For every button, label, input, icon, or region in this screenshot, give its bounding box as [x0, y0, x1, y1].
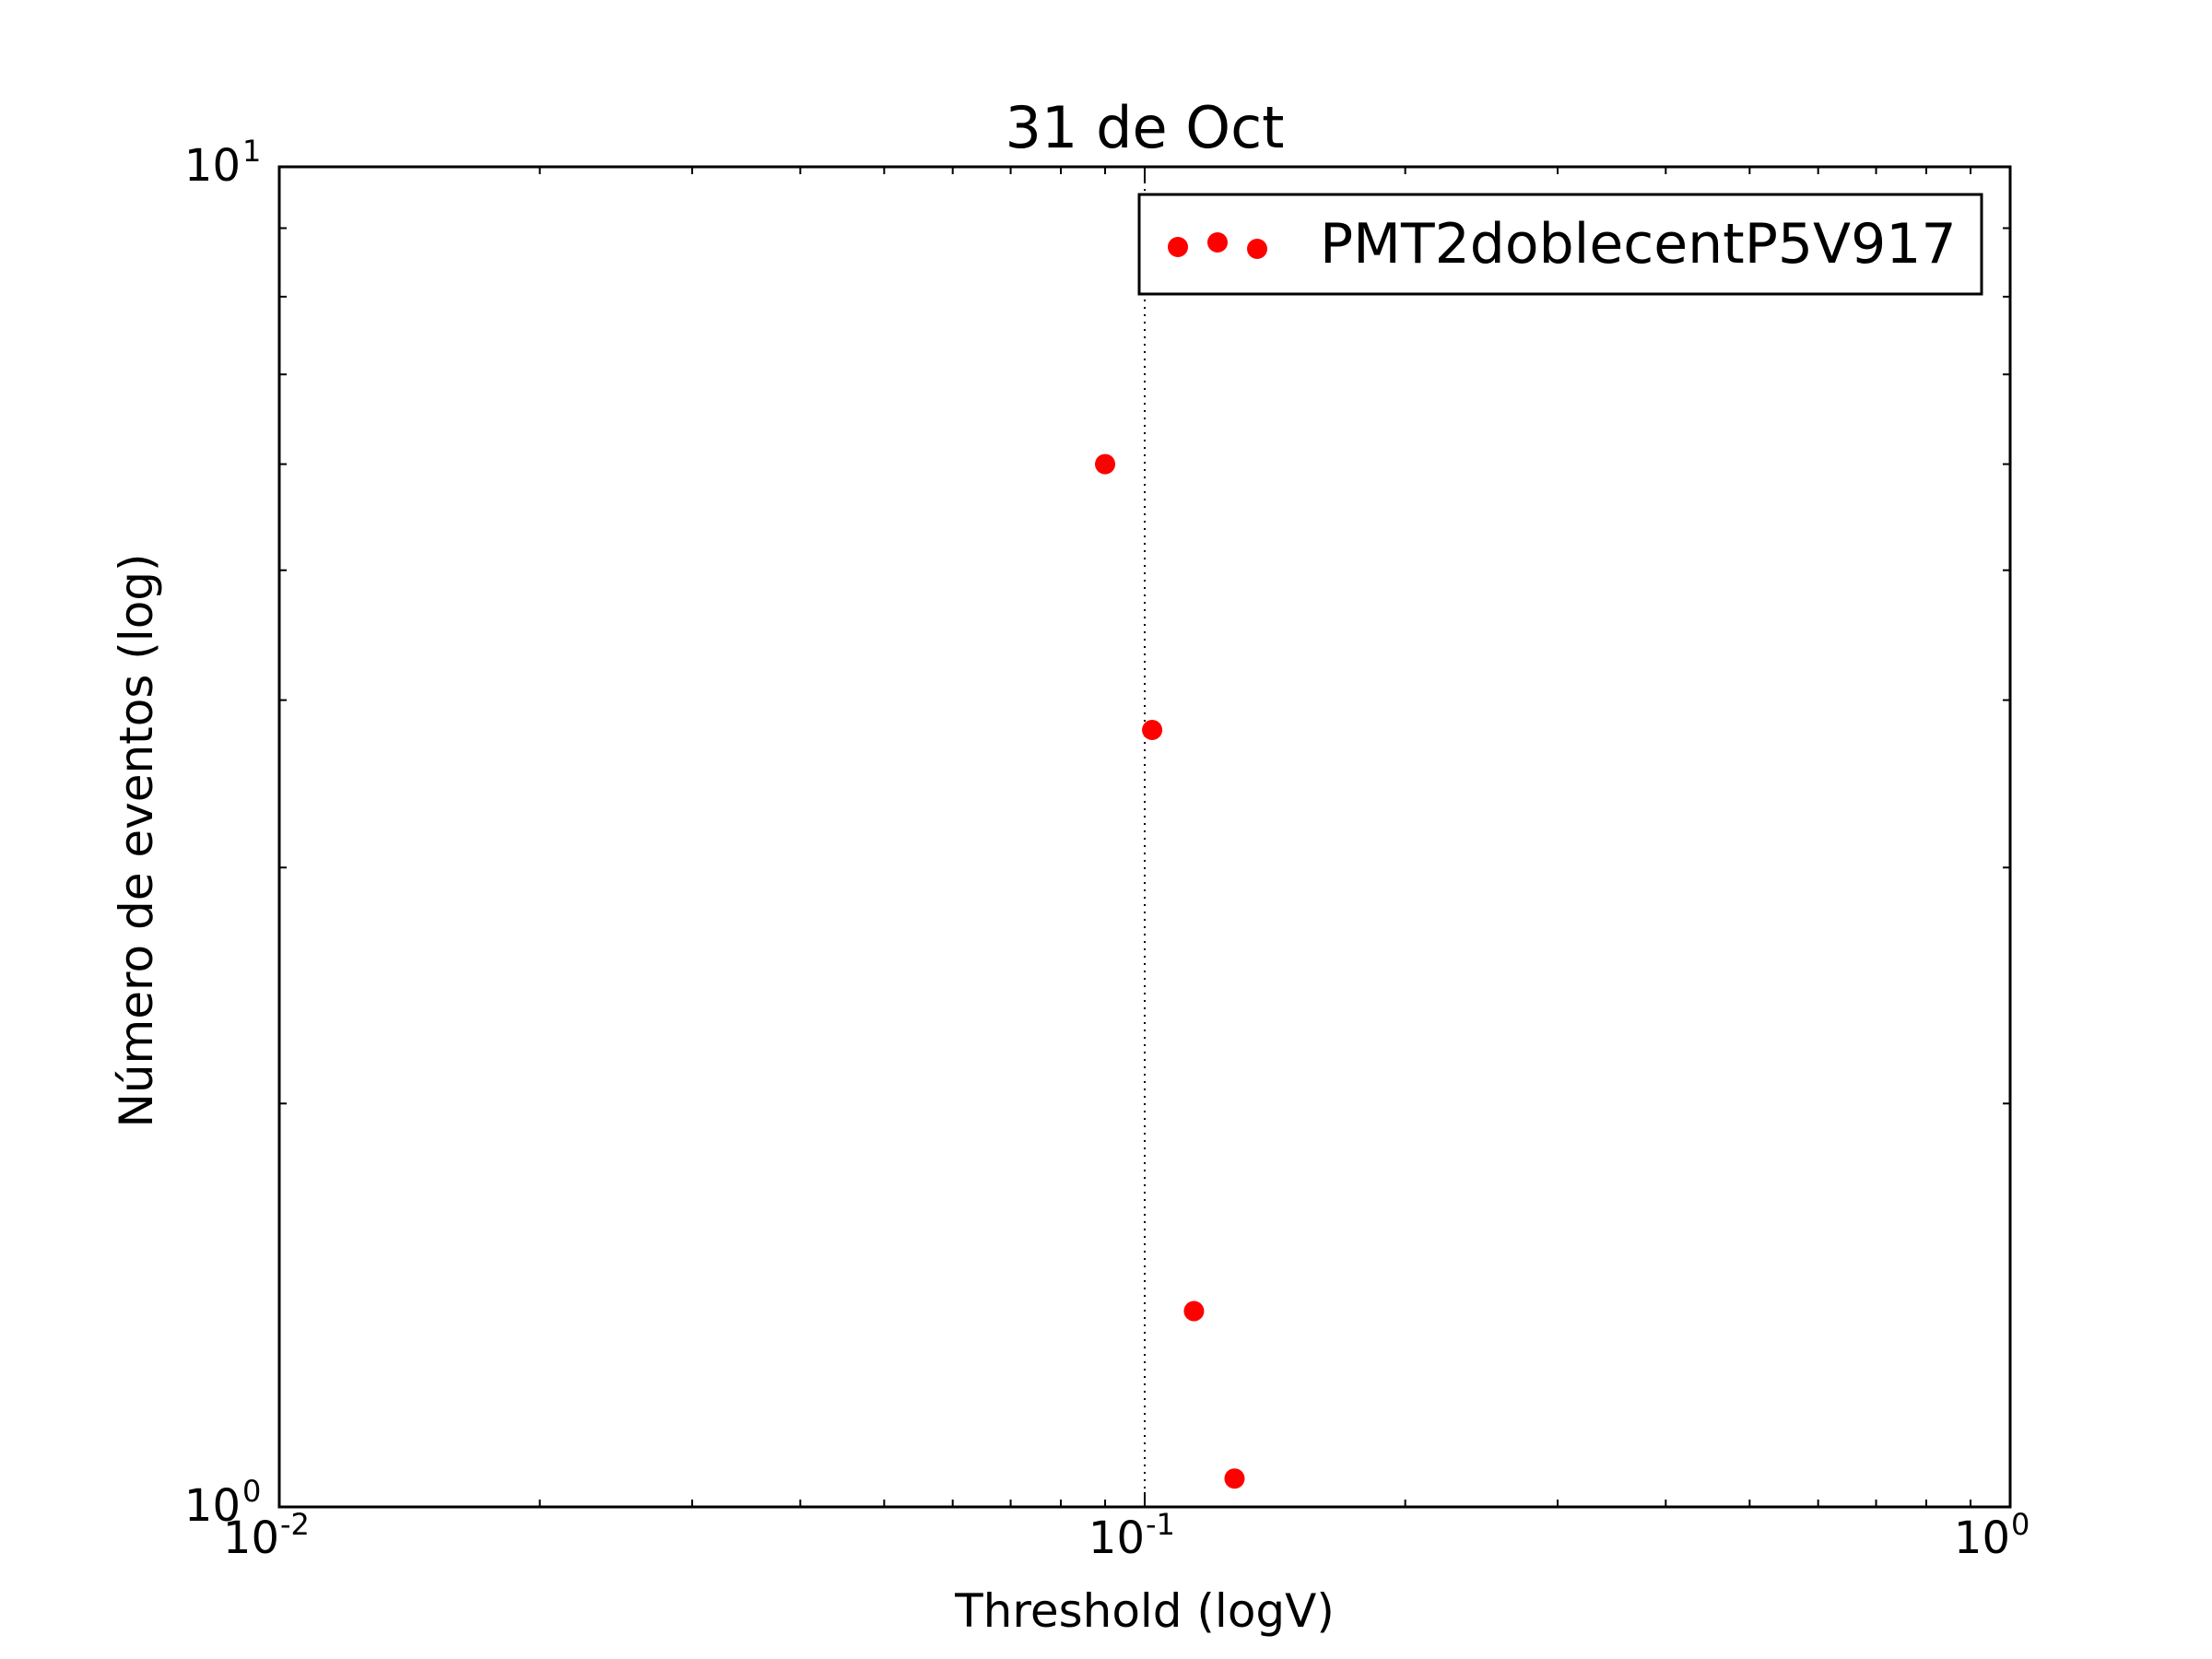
x-tick-label: 10 -2: [223, 1507, 310, 1564]
y-tick-label-exponent: 0: [242, 1474, 261, 1509]
legend-marker: [1247, 239, 1267, 259]
x-tick-label-base: 10: [223, 1512, 279, 1564]
data-point: [1183, 1300, 1205, 1322]
legend-marker: [1168, 237, 1188, 257]
axes-frame: [277, 165, 2012, 1509]
legend: PMT2doblecentP5V917: [1137, 193, 1983, 296]
data-point: [1224, 1468, 1245, 1489]
legend-marker: [1207, 232, 1228, 253]
data-point: [1142, 719, 1163, 740]
x-tick-label: 10 0: [1954, 1507, 2030, 1564]
y-tick-label-exponent: 1: [242, 134, 261, 169]
x-tick-label: 10 -1: [1088, 1507, 1175, 1564]
x-tick-label-base: 10: [1954, 1512, 2010, 1564]
x-tick-label-exponent: -1: [1146, 1507, 1175, 1542]
x-tick-label-base: 10: [1088, 1512, 1145, 1564]
y-tick-label-base: 10: [184, 1480, 241, 1532]
y-tick-label-base: 10: [184, 140, 241, 192]
chart-title: 31 de Oct: [1005, 94, 1284, 161]
legend-box: [1137, 193, 1983, 296]
y-tick-label: 10 1: [184, 134, 261, 192]
x-tick-label-exponent: -2: [280, 1507, 310, 1542]
data-point: [1095, 453, 1116, 475]
y-axis-label: Número de eventos (log): [110, 553, 163, 1127]
x-tick-label-exponent: 0: [2011, 1507, 2030, 1542]
x-axis-label: Threshold (logV): [954, 1584, 1335, 1638]
legend-label: PMT2doblecentP5V917: [1320, 212, 1957, 276]
y-tick-label: 10 0: [184, 1474, 261, 1532]
